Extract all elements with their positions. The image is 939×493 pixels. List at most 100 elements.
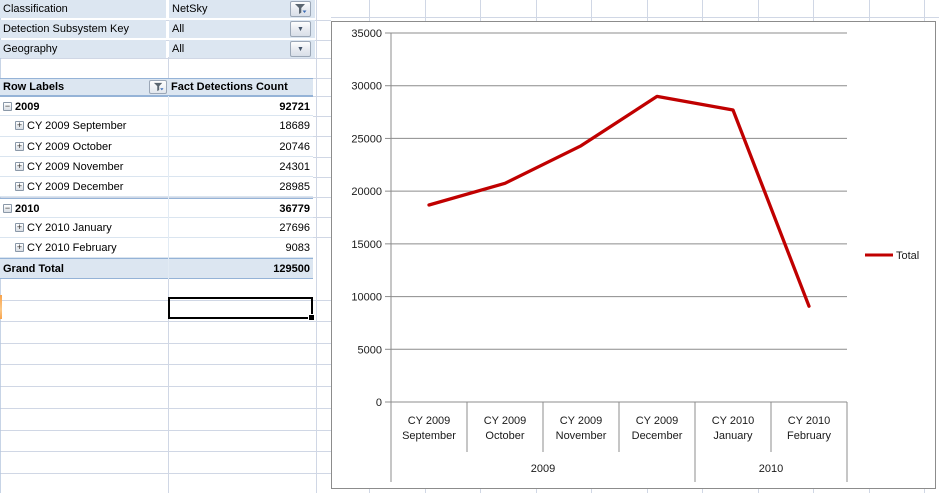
row-value[interactable]: 24301 [279,160,310,173]
expand-icon[interactable]: + [15,120,24,131]
row-labels-filter-button[interactable] [149,80,167,94]
gridline [0,386,331,387]
gridline [868,489,870,493]
x-axis-category-label: CY 2009 [560,415,603,427]
row-label[interactable]: 2009 [15,101,40,113]
pivot-chart[interactable]: 0 5000 10000 15000 20000 25000 30000 35000 CY 20… [331,21,936,489]
series-line-total [427,94,811,308]
filter-label[interactable]: Classification [0,0,166,18]
x-axis-category-label: November [556,430,607,442]
x-axis-category-label: CY 2009 [408,415,451,427]
x-axis-category-label: February [787,430,832,442]
chevron-down-icon: ▼ [297,45,304,53]
gridline [535,489,537,493]
expand-icon[interactable]: + [15,242,24,253]
row-label[interactable]: CY 2009 November [27,160,124,173]
y-axis-label: 5000 [358,344,382,356]
pivot-row[interactable]: + CY 2009 September 18689 [0,116,313,137]
pivot-row[interactable]: + CY 2009 December 28985 [0,177,313,198]
row-labels-header[interactable]: Row Labels [3,81,65,93]
chart-canvas: 0 5000 10000 15000 20000 25000 30000 35000 CY 20… [351,28,919,482]
gridline [0,321,331,322]
gridline [0,473,331,474]
filter-value[interactable]: All [169,20,315,38]
gridline [535,0,537,21]
row-value[interactable]: 9083 [285,242,310,255]
dropdown-button[interactable]: ▼ [290,41,311,57]
gridline [646,489,648,493]
gridline [591,0,592,21]
expand-icon[interactable]: + [15,221,24,232]
gridline [702,489,703,493]
gridline [331,17,939,18]
expand-icon[interactable]: + [15,160,24,171]
selected-cell[interactable] [168,297,315,321]
x-axis-category-label: September [402,430,456,442]
gridline [591,489,592,493]
pivot-row[interactable]: + CY 2010 February 9083 [0,238,313,259]
filter-value[interactable]: All [169,40,315,58]
row-value[interactable]: 20746 [279,140,310,153]
collapse-icon[interactable]: − [3,101,12,111]
filter-label[interactable]: Geography [0,40,166,58]
row-value[interactable]: 129500 [273,263,310,276]
collapse-icon[interactable]: − [3,202,12,213]
gridline [0,364,331,365]
pivot-header-row: Row Labels Fact Detections Count [0,78,313,96]
gridline [702,0,703,21]
row-value[interactable]: 36779 [279,202,310,215]
x-axis-group-label: 2010 [759,463,783,475]
legend-label[interactable]: Total [896,250,919,262]
x-axis-category-label: CY 2010 [788,415,831,427]
x-axis-category-label: January [713,430,753,442]
row-label[interactable]: CY 2009 December [27,181,124,194]
row-label[interactable]: CY 2010 January [27,221,112,234]
gridline [0,430,331,431]
worksheet-grid-top[interactable] [331,0,939,21]
x-axis-category-label: December [632,430,683,442]
expand-icon[interactable]: + [15,140,24,151]
x-axis-category-label: CY 2010 [712,415,755,427]
gridline [0,408,331,409]
gridline [757,489,759,493]
row-value[interactable]: 18689 [279,120,310,133]
gridline [424,489,426,493]
column-divider [168,96,169,279]
filter-value[interactable]: NetSky [169,0,315,18]
gridline [0,451,331,452]
expand-icon[interactable]: + [15,181,24,192]
row-value[interactable]: 28985 [279,181,310,194]
gridline [480,489,481,493]
row-label[interactable]: CY 2009 September [27,120,127,133]
pivot-row[interactable]: −2009 92721 [0,96,313,117]
gridline [813,489,814,493]
pivot-row[interactable]: + CY 2009 November 24301 [0,156,313,178]
pivot-row[interactable]: + CY 2010 January 27696 [0,217,313,239]
gridline [480,0,481,21]
gridline [316,0,317,493]
values-header[interactable]: Fact Detections Count [171,81,288,93]
gridline [924,489,925,493]
row-label[interactable]: CY 2009 October [27,140,112,153]
x-axis-category-label: October [485,430,524,442]
filter-label[interactable]: Detection Subsystem Key [0,20,166,38]
dropdown-button[interactable]: ▼ [290,21,311,37]
row-value[interactable]: 92721 [279,101,310,113]
gridline [813,0,814,21]
gridline [868,0,870,21]
gridline [924,0,925,21]
row-label[interactable]: Grand Total [3,263,64,276]
row-value[interactable]: 27696 [279,221,310,234]
selected-row-indicator [0,295,2,319]
funnel-filter-button[interactable] [290,1,311,17]
pivot-row[interactable]: + CY 2009 October 20746 [0,136,313,157]
grand-total-row[interactable]: Grand Total 129500 [0,258,313,279]
x-axis-group-label: 2009 [531,463,555,475]
row-label[interactable]: CY 2010 February [27,242,117,255]
worksheet-grid-bottom[interactable] [331,489,939,493]
chevron-down-icon: ▼ [297,25,304,33]
pivot-row[interactable]: −2010 36779 [0,197,313,218]
row-label[interactable]: 2010 [15,202,40,215]
y-axis-label: 35000 [351,28,382,40]
fill-handle[interactable] [308,314,315,321]
